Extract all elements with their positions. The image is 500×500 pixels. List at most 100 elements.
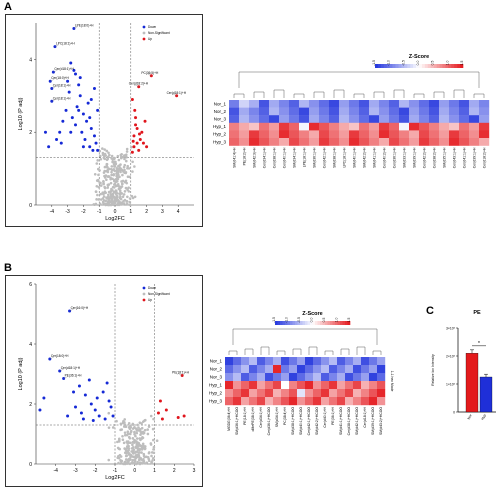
ns-point xyxy=(113,165,116,168)
down-point xyxy=(92,134,96,138)
ns-point xyxy=(150,462,154,465)
ns-point xyxy=(108,203,111,207)
column-dendrogram-branch xyxy=(353,93,365,98)
heatmap-cell xyxy=(265,373,274,382)
column-label: SM(d43:2)+HCOO xyxy=(379,407,383,435)
scale-cell xyxy=(295,321,298,325)
heatmap-cell xyxy=(329,381,338,390)
ns-point xyxy=(114,177,118,181)
y-tick-label: 4 xyxy=(29,342,32,348)
down-point xyxy=(67,90,71,94)
scale-cell xyxy=(427,64,432,68)
heatmap-cell xyxy=(257,357,266,366)
heatmap-cell xyxy=(265,381,274,390)
ns-point xyxy=(103,185,106,189)
heatmap-cell xyxy=(329,115,340,123)
ns-point xyxy=(126,430,130,434)
down-point xyxy=(58,130,62,134)
heatmap-cell xyxy=(337,381,346,390)
ns-point xyxy=(133,456,137,459)
up-point xyxy=(132,134,136,138)
ns-point xyxy=(118,203,121,207)
heatmap-cell xyxy=(329,357,338,366)
heatmap-cell xyxy=(229,115,240,123)
heatmap-cell xyxy=(249,100,260,108)
column-label: SM(d39:1)+H xyxy=(413,147,417,168)
column-label: SM(d40:1)+H xyxy=(353,147,357,168)
heatmap-cell xyxy=(349,138,360,146)
down-point xyxy=(77,83,81,87)
heatmap-cell xyxy=(259,138,270,146)
ns-point xyxy=(133,195,137,199)
heatmap-cell xyxy=(329,365,338,374)
heatmap-cell xyxy=(289,107,300,116)
heatmap-cell xyxy=(269,107,280,116)
heatmap-cell xyxy=(321,365,330,374)
heatmap-cell xyxy=(369,130,380,139)
up-point xyxy=(132,145,136,149)
scale-cell xyxy=(407,64,411,68)
ns-point xyxy=(113,160,116,164)
scale-cell xyxy=(317,321,321,325)
ns-point xyxy=(107,197,110,201)
ns-point xyxy=(142,445,146,449)
legend-label: Up xyxy=(148,298,152,302)
heatmap-cell xyxy=(379,138,390,146)
heatmap-cell xyxy=(233,373,242,382)
scale-tick-label: -1.0 xyxy=(285,317,289,323)
ns-point xyxy=(137,451,141,454)
column-dendrogram-branch xyxy=(308,346,318,355)
ns-point xyxy=(107,190,111,194)
heatmap-cell xyxy=(289,122,300,131)
scale-cell xyxy=(386,64,390,68)
down-point xyxy=(61,119,65,123)
heatmap-cell xyxy=(289,373,298,382)
up-point xyxy=(145,145,149,149)
up-point xyxy=(160,417,164,421)
column-dendrogram-branch xyxy=(293,93,305,98)
ns-point xyxy=(108,167,111,171)
column-label: Cer(d18:1)+H xyxy=(363,406,367,427)
annotation-leader xyxy=(73,26,78,29)
scale-cell xyxy=(340,321,343,325)
down-point xyxy=(89,402,93,406)
heatmap-cell xyxy=(377,357,386,366)
heatmap-cell xyxy=(409,115,420,123)
ns-point xyxy=(118,447,122,451)
heatmap-cell xyxy=(359,130,370,139)
up-point xyxy=(182,414,186,418)
ns-point xyxy=(123,418,127,421)
ns-point xyxy=(125,150,129,153)
up-point xyxy=(158,399,162,403)
scale-tick-label: -0.5 xyxy=(297,317,301,323)
heatmap-cell xyxy=(349,122,360,131)
heatmap-cell xyxy=(379,107,390,116)
scale-tick-label: 1.5 xyxy=(347,318,351,323)
heatmap-cell xyxy=(281,397,290,406)
column-label: SM(d36:1)+H xyxy=(313,147,317,168)
side-label: 1-1 hex Mode xyxy=(390,371,394,392)
point-annotation: Cer(16:0)+H xyxy=(71,306,89,310)
scale-tick-label: 1.5 xyxy=(460,61,464,66)
heatmap-cell xyxy=(449,122,460,131)
ns-point xyxy=(146,432,150,436)
scale-cell xyxy=(375,64,379,68)
ns-point xyxy=(152,445,156,449)
x-tick-label: 3 xyxy=(161,209,164,215)
heatmap-cell xyxy=(305,397,314,406)
scale-tick-label: -1.5 xyxy=(272,317,276,323)
heatmap-cell xyxy=(249,107,260,116)
scale-cell xyxy=(439,64,443,68)
ns-point xyxy=(131,170,134,173)
heatmap-cell xyxy=(259,130,270,139)
ns-point xyxy=(118,189,122,193)
ns-point xyxy=(113,201,117,205)
ns-point xyxy=(110,187,113,191)
column-label: SM(d38:1)+H xyxy=(333,147,337,168)
ns-point xyxy=(116,440,119,444)
row-label: Hyp_2 xyxy=(213,132,227,137)
heatmap-cell xyxy=(319,130,330,139)
down-point xyxy=(72,390,76,394)
up-point xyxy=(130,150,134,154)
ns-point xyxy=(95,162,99,165)
